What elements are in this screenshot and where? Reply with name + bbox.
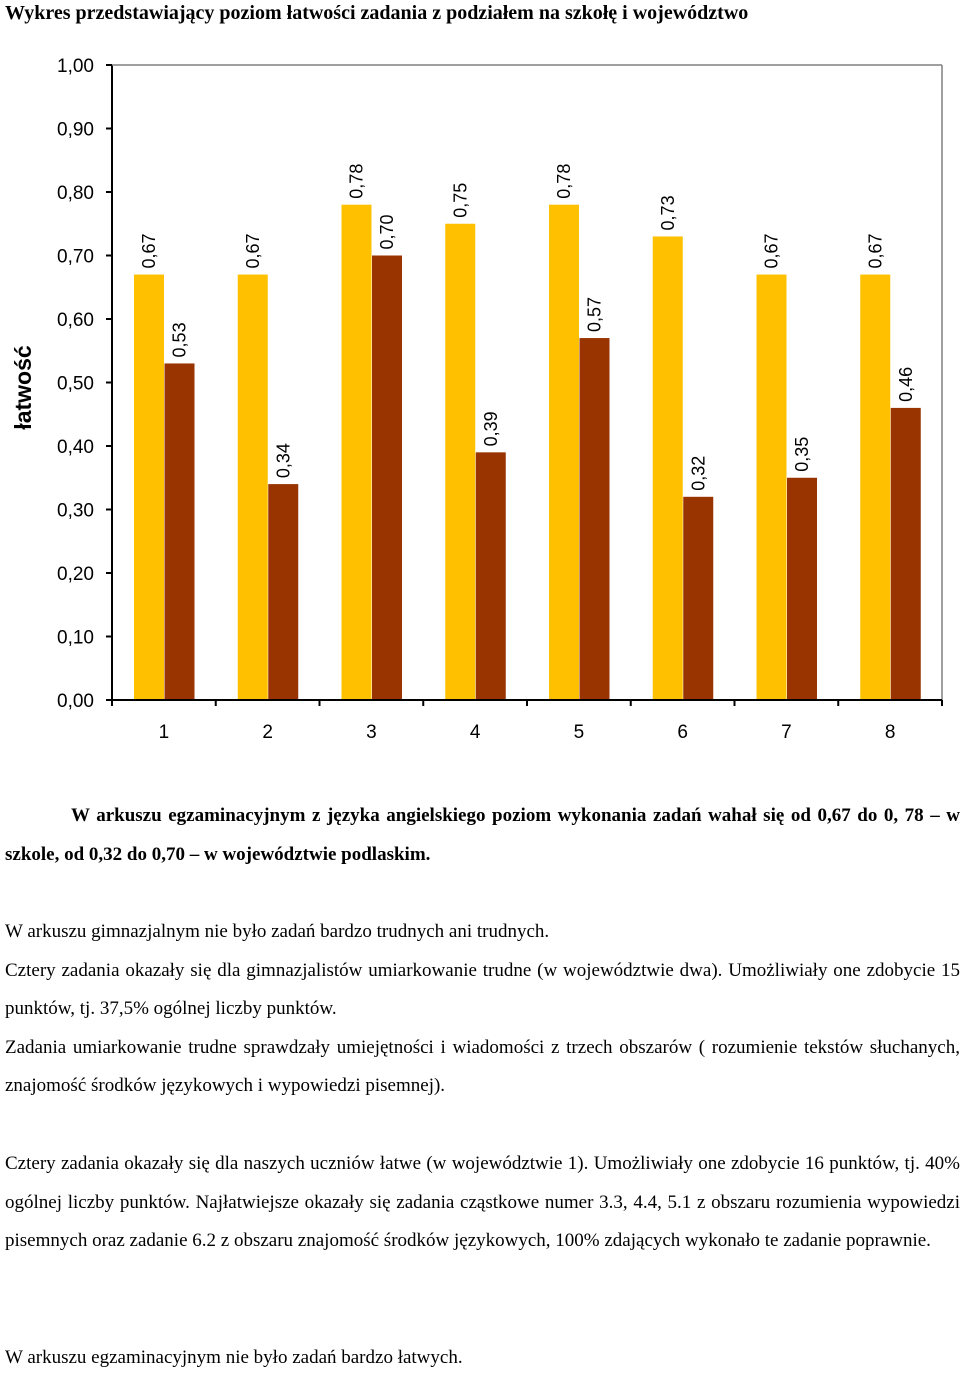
- bar-data-label: 0,39: [481, 411, 501, 446]
- bar-s2-cat-5: [579, 338, 610, 700]
- y-tick-label: 0,90: [57, 120, 94, 141]
- bar-data-label: 0,78: [554, 164, 574, 199]
- text-moderate-skills: Zadania umiarkowanie trudne sprawdzały u…: [5, 1036, 960, 1097]
- x-tick-label: 1: [159, 722, 170, 743]
- bar-s2-cat-2: [268, 484, 299, 700]
- y-tick-label: 0,10: [57, 628, 94, 649]
- easy-tasks-paragraph: Cztery zadania okazały się dla naszych u…: [5, 1145, 960, 1261]
- bar-data-label: 0,35: [792, 437, 812, 472]
- y-tick-label: 0,20: [57, 564, 94, 585]
- difficulty-paragraph: W arkuszu gimnazjalnym nie było zadań ba…: [5, 913, 960, 1106]
- bar-data-label: 0,78: [347, 164, 367, 199]
- chart-title: Wykres przedstawiający poziom łatwości z…: [5, 2, 749, 24]
- bar-data-label: 0,57: [585, 297, 605, 332]
- y-tick-label: 0,50: [57, 374, 94, 395]
- bar-data-label: 0,70: [377, 214, 397, 249]
- y-tick-label: 1,00: [57, 56, 94, 77]
- bar-data-label: 0,46: [896, 367, 916, 402]
- y-tick-label: 0,60: [57, 310, 94, 331]
- bar-data-label: 0,34: [273, 443, 293, 478]
- bar-s2-cat-3: [372, 255, 402, 700]
- bar-s1-cat-6: [652, 236, 683, 700]
- bar-s1-cat-3: [341, 204, 372, 700]
- bar-data-label: 0,53: [170, 322, 190, 357]
- x-tick-label: 2: [262, 722, 273, 743]
- bar-s2-cat-8: [890, 407, 921, 700]
- bar-s2-cat-7: [787, 477, 817, 700]
- bar-s1-cat-8: [860, 274, 891, 700]
- x-tick-label: 4: [470, 722, 481, 743]
- x-tick-label: 7: [781, 722, 792, 743]
- x-tick-label: 3: [366, 722, 377, 743]
- summary-text: W arkuszu egzaminacyjnym z języka angiel…: [5, 805, 960, 865]
- summary-paragraph: W arkuszu egzaminacyjnym z języka angiel…: [5, 797, 960, 874]
- x-tick-label: 6: [677, 722, 688, 743]
- text-line-no-hard-tasks: W arkuszu gimnazjalnym nie było zadań ba…: [5, 921, 550, 942]
- bar-data-label: 0,75: [450, 183, 470, 218]
- y-tick-label: 0,40: [57, 437, 94, 458]
- bar-chart: 0,00 0,10 0,20 0,30 0,40 0,50 0,60 0,70 0,80 0,90…: [10, 56, 943, 743]
- text-moderate-tasks: Cztery zadania okazały się dla gimnazjal…: [5, 959, 960, 1020]
- bar-data-label: 0,67: [139, 234, 159, 269]
- bar-s2-cat-1: [164, 363, 195, 700]
- bar-s2-cat-6: [683, 496, 714, 700]
- bar-s1-cat-1: [134, 274, 164, 700]
- text-easy-tasks: Cztery zadania okazały się dla naszych u…: [5, 1153, 960, 1251]
- y-tick-label: 0,00: [57, 691, 94, 712]
- text-no-very-easy: W arkuszu egzaminacyjnym nie było zadań …: [5, 1347, 463, 1368]
- bar-s1-cat-2: [237, 274, 268, 700]
- x-tick-label: 8: [885, 722, 896, 743]
- bar-s2-cat-4: [475, 452, 506, 700]
- no-very-easy-paragraph: W arkuszu egzaminacyjnym nie było zadań …: [5, 1339, 960, 1378]
- bar-s1-cat-5: [549, 204, 579, 700]
- y-tick-label: 0,30: [57, 501, 94, 522]
- y-tick-label: 0,70: [57, 247, 94, 268]
- bar-s1-cat-4: [445, 223, 476, 700]
- bar-data-label: 0,73: [658, 195, 678, 230]
- y-axis-label: łatwość: [10, 345, 36, 430]
- bar-data-label: 0,32: [688, 456, 708, 491]
- x-tick-label: 5: [574, 722, 585, 743]
- bar-data-label: 0,67: [243, 234, 263, 269]
- bar-data-label: 0,67: [762, 234, 782, 269]
- bar-s1-cat-7: [756, 274, 787, 700]
- y-tick-label: 0,80: [57, 183, 94, 204]
- bar-data-label: 0,67: [865, 234, 885, 269]
